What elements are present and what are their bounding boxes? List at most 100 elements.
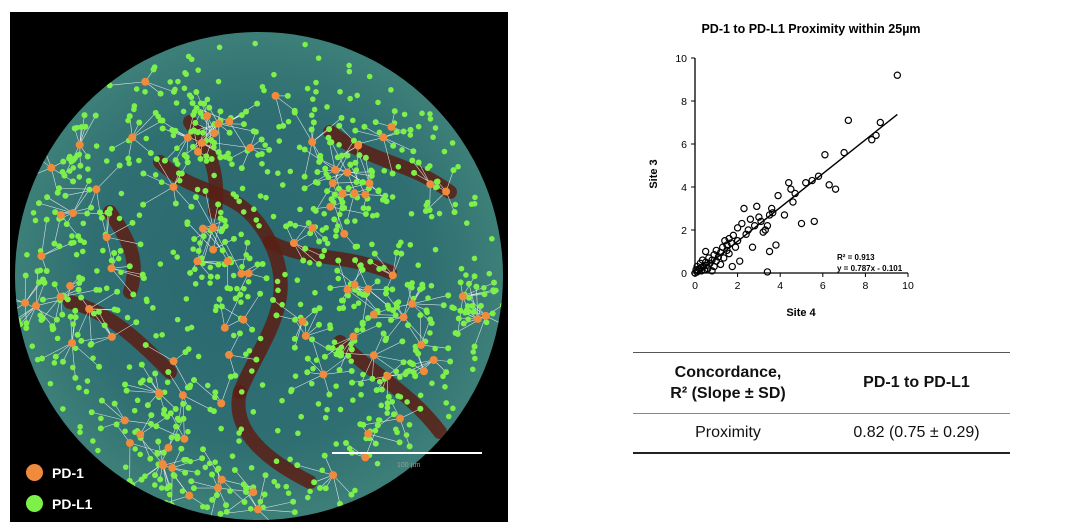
proximity-link: [205, 190, 214, 229]
header-pd1-pdl1: PD-1 to PD-L1: [863, 374, 970, 391]
pdl1-cell: [393, 303, 400, 310]
pdl1-cell: [407, 132, 414, 138]
pdl1-cell: [183, 456, 190, 463]
scatter-point: [774, 191, 782, 200]
scatter-point: [723, 241, 731, 249]
pdl1-cell: [150, 305, 156, 311]
pdl1-cell: [355, 300, 362, 306]
proximity-link: [373, 341, 403, 356]
pdl1-cell: [174, 415, 181, 422]
pdl1-cell: [146, 376, 153, 383]
x-tick-label: 4: [777, 280, 783, 292]
pd1-cell: [68, 338, 77, 347]
proximity-link: [210, 230, 228, 262]
pdl1-cell: [181, 152, 188, 159]
pdl1-cell: [185, 53, 192, 60]
pdl1-cell: [282, 271, 288, 278]
fit-equation-annotation: y = 0.787x - 0.101: [837, 264, 903, 273]
pdl1-cell: [389, 398, 395, 405]
proximity-link: [418, 162, 431, 185]
pdl1-cell: [489, 310, 496, 317]
pdl1-cell: [243, 108, 250, 115]
pdl1-cell: [161, 157, 168, 164]
pdl1-cell: [331, 339, 338, 345]
pdl1-cell: [227, 286, 234, 292]
proximity-link: [126, 390, 159, 394]
pdl1-cell: [207, 406, 214, 413]
pdl1-cell: [468, 201, 475, 208]
pdl1-cell: [291, 335, 298, 342]
pdl1-cell: [227, 488, 233, 494]
pdl1-cell: [312, 289, 318, 296]
proximity-link: [305, 308, 320, 337]
pdl1-cell: [339, 199, 346, 206]
pdl1-cell: [126, 160, 132, 167]
proximity-link: [173, 186, 192, 207]
proximity-link: [368, 433, 400, 443]
pdl1-cell: [69, 233, 75, 239]
pdl1-cell: [273, 312, 280, 319]
pdl1-cell: [304, 85, 311, 92]
pdl1-cell: [211, 172, 217, 179]
pdl1-cell: [346, 445, 353, 452]
proximity-link: [341, 352, 374, 356]
pdl1-cell: [133, 86, 140, 92]
pd1-cell: [92, 185, 101, 194]
scatter-point: [714, 253, 723, 261]
proximity-link: [202, 449, 223, 480]
pdl1-cell: [76, 174, 83, 180]
pdl1-cell: [191, 108, 198, 115]
pdl1-cell: [97, 425, 104, 432]
proximity-link: [46, 196, 74, 214]
pdl1-cell: [357, 421, 364, 428]
pdl1-cell: [207, 264, 214, 271]
proximity-link: [15, 294, 26, 304]
proximity-link: [304, 141, 313, 177]
pdl1-cell: [343, 440, 350, 447]
pdl1-cell: [109, 145, 116, 152]
pdl1-cell: [81, 112, 88, 119]
pdl1-cell: [359, 266, 366, 273]
pdl1-cell: [23, 325, 30, 332]
pdl1-cell: [393, 368, 400, 375]
pd1-cells: [21, 77, 490, 514]
proximity-link: [311, 339, 324, 375]
pdl1-cell: [250, 128, 257, 135]
proximity-link: [294, 112, 313, 143]
scatter-point: [708, 267, 716, 275]
pdl1-cell: [315, 321, 322, 328]
pdl1-cell: [472, 355, 478, 362]
pdl1-cell: [168, 434, 175, 441]
pd1-cell: [158, 459, 167, 468]
pdl1-cell: [375, 321, 382, 328]
stroma-vein: [231, 385, 317, 489]
pdl1-cell: [194, 469, 201, 476]
pdl1-cell: [183, 71, 189, 78]
pdl1-cell: [155, 438, 162, 445]
pdl1-cell: [427, 116, 434, 122]
pd1-cell: [217, 399, 226, 408]
scatter-point: [755, 213, 763, 221]
pdl1-cell: [78, 294, 85, 301]
pdl1-cell: [434, 184, 440, 190]
pdl1-cell: [194, 129, 201, 136]
proximity-link: [360, 355, 375, 384]
pdl1-cell: [174, 145, 180, 152]
pdl1-cell: [200, 129, 207, 136]
pdl1-cell: [270, 297, 277, 304]
pdl1-cell: [132, 446, 138, 452]
pdl1-cell: [371, 250, 378, 257]
proximity-link: [195, 196, 214, 229]
pd1-cell: [128, 133, 137, 142]
pdl1-cell: [88, 409, 95, 416]
chart-points: [691, 71, 902, 277]
pdl1-cell: [202, 464, 209, 471]
proximity-link: [305, 327, 331, 337]
pd1-cell: [246, 143, 255, 152]
tissue-micrograph: 100 µm: [15, 32, 503, 520]
pdl1-cell: [79, 248, 86, 255]
r-squared-annotation: R² = 0.913: [837, 253, 875, 262]
proximity-link: [178, 395, 184, 421]
proximity-link: [220, 376, 232, 404]
pdl1-cell: [369, 213, 376, 219]
